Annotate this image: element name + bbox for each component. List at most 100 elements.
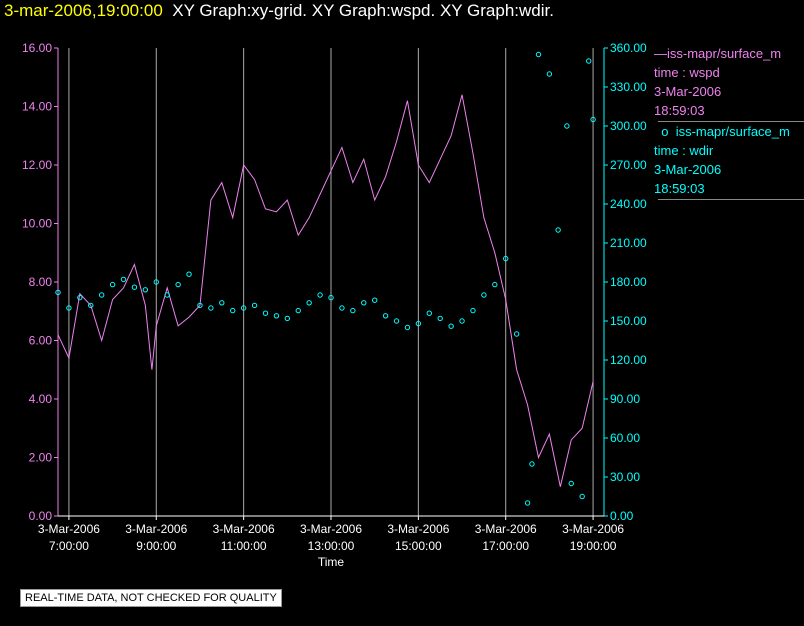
series-wdir-point <box>459 318 465 324</box>
y-left-tick-label: 8.00 <box>29 275 53 289</box>
series-wdir-point <box>382 313 389 319</box>
y-right-tick-label: 30.00 <box>610 470 640 484</box>
series-wdir-point <box>470 307 476 314</box>
legend-entry-wspd[interactable]: —iss-mapr/surface_m time : wspd 3-Mar-20… <box>654 44 804 120</box>
legend-variable: time : wdir <box>654 143 714 158</box>
y-right-tick-label: 180.00 <box>610 275 647 289</box>
series-wdir-point <box>306 300 312 306</box>
series-wdir-point <box>586 58 592 64</box>
series-wdir-point <box>295 307 301 314</box>
y-right-tick-label: 120.00 <box>610 353 647 367</box>
y-left-tick-label: 2.00 <box>29 451 53 465</box>
x-tick-label-time: 15:00:00 <box>395 539 442 553</box>
legend-date: 3-Mar-2006 <box>654 84 722 99</box>
y-right-tick-label: 300.00 <box>610 119 647 133</box>
timestamp-label: 3-mar-2006,19:00:00 <box>4 1 163 20</box>
legend: —iss-mapr/surface_m time : wspd 3-Mar-20… <box>654 44 804 200</box>
legend-source: o iss-mapr/surface_m <box>661 124 790 139</box>
series-wdir-point <box>339 305 345 311</box>
series-wdir-point <box>415 320 422 327</box>
series-wdir-point <box>513 331 520 337</box>
series-wdir-point <box>328 294 334 301</box>
series-wdir-point <box>437 315 443 322</box>
x-tick-label-time: 9:00:00 <box>136 539 176 553</box>
y-left-tick-label: 12.00 <box>22 158 52 172</box>
x-tick-label-time: 17:00:00 <box>482 539 529 553</box>
series-wdir-point <box>284 315 291 322</box>
legend-source: —iss-mapr/surface_m <box>654 46 782 61</box>
series-wdir-point <box>535 51 542 58</box>
series-wdir-point <box>219 300 225 306</box>
series-wdir-point <box>568 480 574 487</box>
series-wdir-point <box>564 123 570 129</box>
series-wdir-point <box>481 292 487 298</box>
series-wdir-point <box>131 284 138 290</box>
y-right-tick-label: 210.00 <box>610 236 647 250</box>
series-wdir-point <box>273 313 280 319</box>
series-wdir-point <box>186 271 192 277</box>
series-wdir-point <box>153 279 159 285</box>
series-wdir-point <box>251 302 258 309</box>
x-tick-label-date: 3-Mar-2006 <box>475 522 537 536</box>
legend-divider <box>658 199 804 200</box>
series-wdir-point <box>142 287 149 293</box>
series-wdir-point <box>448 323 454 329</box>
y-right-tick-label: 240.00 <box>610 197 647 211</box>
series-wdir-point <box>393 318 400 324</box>
y-right-tick-label: 360.00 <box>610 41 647 55</box>
series-wdir-point <box>529 461 535 467</box>
y-left-tick-label: 0.00 <box>29 509 53 523</box>
y-right-tick-label: 60.00 <box>610 431 640 445</box>
x-tick-label-date: 3-Mar-2006 <box>125 522 187 536</box>
x-tick-label-date: 3-Mar-2006 <box>562 522 624 536</box>
series-wdir-point <box>208 305 214 311</box>
series-wdir-point <box>371 297 378 303</box>
y-right-tick-label: 270.00 <box>610 158 647 172</box>
series-wdir-point <box>164 292 170 298</box>
series-wdir-point <box>503 255 509 262</box>
series-wspd-line <box>57 94 594 487</box>
series-wdir-point <box>66 305 72 311</box>
y-right-tick-label: 330.00 <box>610 80 647 94</box>
series-wdir-point <box>350 307 356 314</box>
x-tick-label-time: 11:00:00 <box>221 539 267 553</box>
series-wdir-point <box>317 292 323 298</box>
x-tick-label-time: 7:00:00 <box>49 539 89 553</box>
series-wdir-point <box>590 116 596 123</box>
series-wdir-point <box>175 281 181 288</box>
x-tick-label-date: 3-Mar-2006 <box>213 522 275 536</box>
series-wdir-point <box>55 289 61 296</box>
y-left-tick-label: 6.00 <box>29 334 53 348</box>
y-right-tick-label: 0.00 <box>610 509 634 523</box>
y-right-tick-label: 150.00 <box>610 314 647 328</box>
series-wdir-point <box>77 294 83 301</box>
y-right-tick-label: 90.00 <box>610 392 640 406</box>
series-wdir-point <box>555 227 561 233</box>
graph-list-label: XY Graph:xy-grid. XY Graph:wspd. XY Grap… <box>172 1 554 20</box>
series-wdir-point <box>109 281 116 288</box>
series-wdir-point <box>240 305 247 311</box>
legend-variable: time : wspd <box>654 65 720 80</box>
title-bar: 3-mar-2006,19:00:00 XY Graph:xy-grid. XY… <box>4 1 554 21</box>
legend-entry-wdir[interactable]: o iss-mapr/surface_m time : wdir 3-Mar-2… <box>654 122 804 198</box>
series-wdir-point <box>492 281 498 288</box>
y-left-tick-label: 14.00 <box>22 100 52 114</box>
x-tick-label-time: 19:00:00 <box>570 539 617 553</box>
x-tick-label-time: 13:00:00 <box>308 539 355 553</box>
series-wdir-point <box>197 302 203 309</box>
legend-time: 18:59:03 <box>654 181 705 196</box>
series-wdir-point <box>546 71 553 77</box>
series-wdir-point <box>98 292 105 298</box>
legend-divider <box>658 121 804 122</box>
y-left-tick-label: 16.00 <box>22 41 52 55</box>
y-left-tick-label: 4.00 <box>29 392 53 406</box>
series-wdir-point <box>426 310 432 316</box>
y-left-tick-label: 10.00 <box>22 217 52 231</box>
legend-date: 3-Mar-2006 <box>654 162 722 177</box>
series-wdir-point <box>404 324 411 331</box>
series-wdir-point <box>361 300 367 306</box>
series-wdir-point <box>120 276 127 283</box>
series-wdir-point <box>262 310 269 316</box>
series-wdir-point <box>88 302 94 309</box>
